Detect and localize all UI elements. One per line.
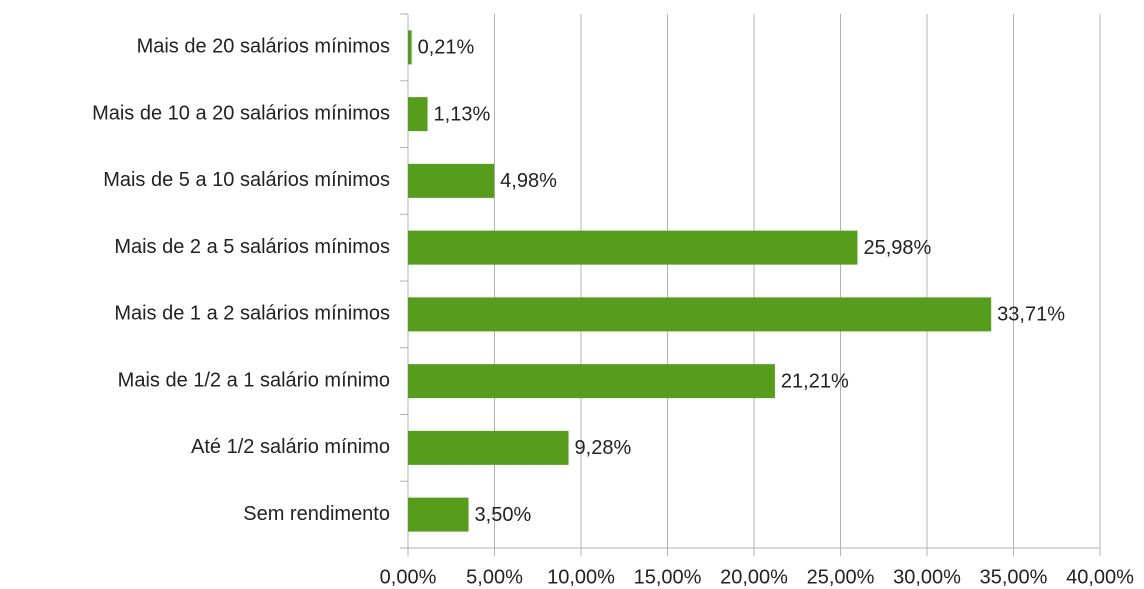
bar <box>408 30 412 65</box>
y-tick-label: Mais de 5 a 10 salários mínimos <box>103 169 390 191</box>
y-tick-label: Mais de 1/2 a 1 salário mínimo <box>118 369 390 391</box>
data-label: 21,21% <box>781 370 849 392</box>
data-label: 9,28% <box>575 437 632 459</box>
data-label: 4,98% <box>500 170 557 192</box>
bar <box>408 430 569 465</box>
x-tick-label: 5,00% <box>466 566 523 588</box>
y-tick-label: Mais de 20 salários mínimos <box>137 36 390 58</box>
data-label: 1,13% <box>434 103 491 125</box>
data-label: 0,21% <box>418 37 475 59</box>
y-tick-label: Mais de 2 a 5 salários mínimos <box>114 236 390 258</box>
x-tick-label: 40,00% <box>1066 566 1134 588</box>
bar <box>408 163 495 198</box>
x-tick-label: 15,00% <box>634 566 702 588</box>
x-tick-label: 35,00% <box>980 566 1048 588</box>
y-tick-label: Até 1/2 salário mínimo <box>191 436 390 458</box>
bar <box>408 230 858 265</box>
x-tick-label: 0,00% <box>380 566 437 588</box>
x-tick-label: 10,00% <box>547 566 615 588</box>
bar <box>408 97 428 132</box>
bar <box>408 297 992 332</box>
bar <box>408 497 469 532</box>
x-tick-label: 30,00% <box>893 566 961 588</box>
x-tick-label: 25,00% <box>807 566 875 588</box>
data-label: 33,71% <box>997 304 1065 326</box>
y-tick-label: Mais de 10 a 20 salários mínimos <box>92 102 390 124</box>
data-label: 25,98% <box>863 237 931 259</box>
y-tick-label: Sem rendimento <box>243 503 390 525</box>
data-label: 3,50% <box>475 504 532 526</box>
bar <box>408 364 775 399</box>
y-tick-label: Mais de 1 a 2 salários mínimos <box>114 303 390 325</box>
x-tick-label: 20,00% <box>720 566 788 588</box>
